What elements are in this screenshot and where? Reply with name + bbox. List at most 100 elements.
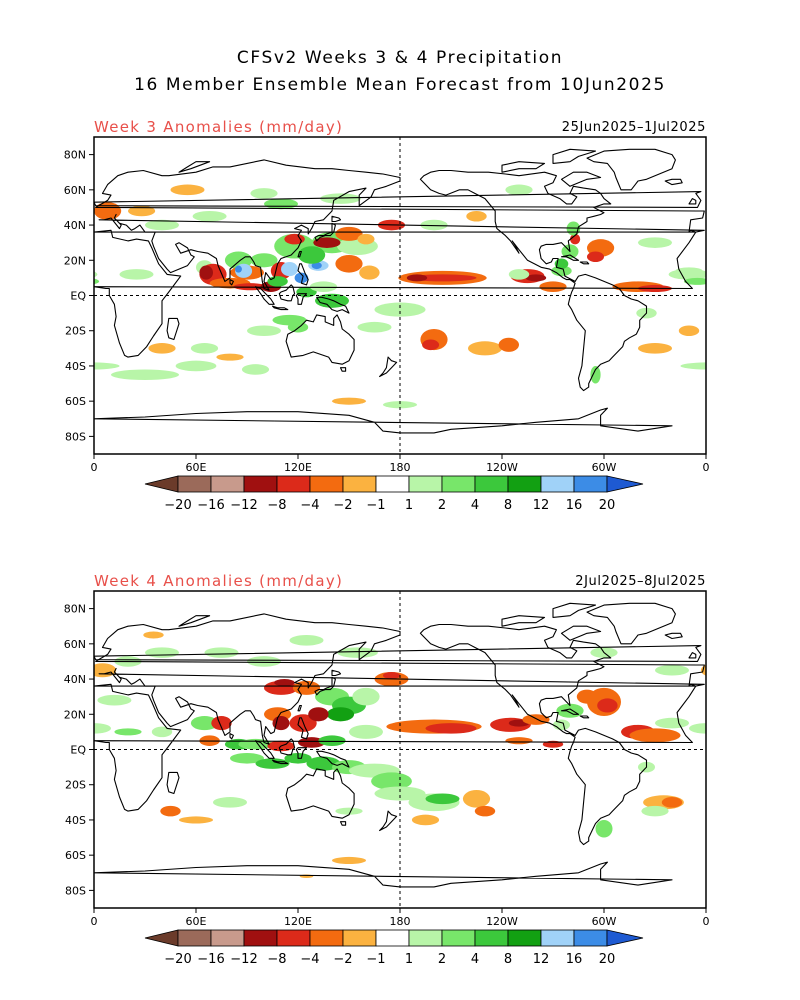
anomaly-blob	[359, 265, 380, 280]
lat-tick-label: EQ	[70, 744, 86, 757]
anomaly-blob	[655, 717, 689, 729]
colorbar-tick-label: −4	[300, 952, 319, 967]
colorbar-tick-label: 2	[438, 952, 446, 967]
lat-tick-label: 80N	[64, 149, 86, 162]
colorbar-tick-label: −8	[267, 498, 286, 513]
anomaly-blob	[111, 369, 179, 381]
colorbar-swatch	[243, 475, 278, 493]
anomaly-blob	[425, 793, 460, 805]
coastline	[664, 632, 683, 640]
anomaly-blob	[425, 723, 477, 734]
anomaly-blob	[216, 353, 244, 361]
coastline	[560, 708, 580, 715]
coastline	[94, 191, 702, 208]
coastline	[567, 727, 648, 846]
anomaly-blob	[170, 184, 205, 196]
anomaly-blob	[595, 819, 613, 838]
anomaly-blob	[551, 265, 572, 277]
colorbar-swatch	[309, 929, 344, 947]
anomaly-blob	[298, 737, 326, 748]
colorbar-tick-label: 8	[504, 498, 512, 513]
anomaly-blob	[274, 679, 295, 687]
anomaly-blob	[230, 753, 264, 764]
colorbar-tick-label: 4	[471, 498, 479, 513]
colorbar-swatch	[210, 929, 245, 947]
anomaly-blob	[335, 807, 363, 815]
lon-tick-label: 60E	[186, 461, 207, 474]
anomaly-blob	[145, 219, 179, 231]
lon-tick-label: 120E	[284, 915, 312, 928]
lon-tick-label: 0	[703, 915, 710, 928]
lat-tick-label: 40N	[64, 219, 86, 232]
lat-tick-label: 60N	[64, 184, 86, 197]
coastline	[178, 161, 211, 173]
lat-tick-label: 80S	[65, 430, 86, 443]
colorbar-swatch	[441, 929, 476, 947]
lon-tick-label: 120E	[284, 461, 312, 474]
colorbar-tick-label: 1	[405, 952, 413, 967]
anomaly-blob	[97, 694, 132, 706]
anomaly-blob	[143, 631, 164, 639]
coastline	[552, 602, 597, 618]
anomaly-blob	[114, 728, 142, 736]
coastlines	[94, 148, 705, 434]
anomaly-blob	[597, 698, 618, 713]
coastline	[664, 178, 683, 186]
colorbar-swatch	[210, 475, 245, 493]
anomaly-blob	[332, 397, 366, 405]
anomaly-blob	[313, 237, 341, 248]
anomaly-blob	[94, 362, 120, 370]
colorbar-tick-label: −20	[164, 498, 191, 513]
colorbar-swatch	[342, 475, 377, 493]
coastline	[579, 715, 590, 719]
coastline	[297, 250, 302, 258]
anomaly-blob	[678, 325, 700, 337]
coastline	[419, 623, 612, 736]
colorbar-4: −20 −16 −12 −8 −4 −2 −1 1 2 4 8 12 16 20	[144, 929, 644, 967]
anomaly-blob	[505, 737, 533, 745]
colorbar-tick-label: −2	[333, 498, 352, 513]
anomaly-blob	[498, 337, 519, 352]
colorbar-swatch	[375, 929, 410, 947]
coastline	[560, 254, 580, 261]
week4-date-range: 2Jul2025–8Jul2025	[575, 574, 706, 589]
anomaly-blob	[308, 707, 329, 722]
anomaly-blob	[179, 816, 213, 824]
anomaly-blob	[213, 797, 247, 808]
anomaly-blob	[661, 797, 683, 808]
anomaly-blob	[462, 790, 491, 808]
week4-anomalies-label: Week 4 Anomalies (mm/day)	[94, 572, 344, 590]
anomaly-blob	[289, 635, 324, 646]
coastline	[94, 407, 673, 434]
anomaly-blob	[700, 664, 706, 676]
anomaly-blob	[264, 198, 298, 210]
anomaly-blob	[539, 281, 567, 292]
anomaly-blob	[250, 188, 278, 199]
week3-date-range: 25Jun2025–1Jul2025	[561, 120, 706, 135]
anomaly-blob	[689, 723, 706, 734]
anomaly-blob	[148, 343, 176, 354]
anomaly-blob	[638, 343, 672, 354]
anomaly-blob	[94, 278, 100, 285]
anomaly-blob	[553, 719, 570, 731]
coastline	[501, 161, 546, 173]
anomaly-blob	[241, 364, 270, 375]
coastline	[285, 314, 355, 365]
colorbar-tick-label: −12	[230, 498, 257, 513]
anomaly-blob	[420, 219, 448, 231]
colorbar-swatch	[375, 475, 410, 493]
lon-tick-label: 0	[703, 461, 710, 474]
coastline	[254, 286, 275, 305]
coastline	[297, 263, 309, 286]
anomaly-blob	[235, 265, 242, 273]
lat-tick-label: 40S	[65, 360, 86, 373]
lon-tick-label: 0	[91, 461, 98, 474]
anomaly-blob	[422, 339, 440, 351]
coastline	[567, 273, 648, 392]
anomaly-blob	[406, 274, 428, 282]
coastline	[271, 305, 289, 311]
anomaly-blob	[655, 664, 689, 676]
colorbar-tick-label: −20	[164, 952, 191, 967]
colorbar-swatch	[342, 929, 377, 947]
